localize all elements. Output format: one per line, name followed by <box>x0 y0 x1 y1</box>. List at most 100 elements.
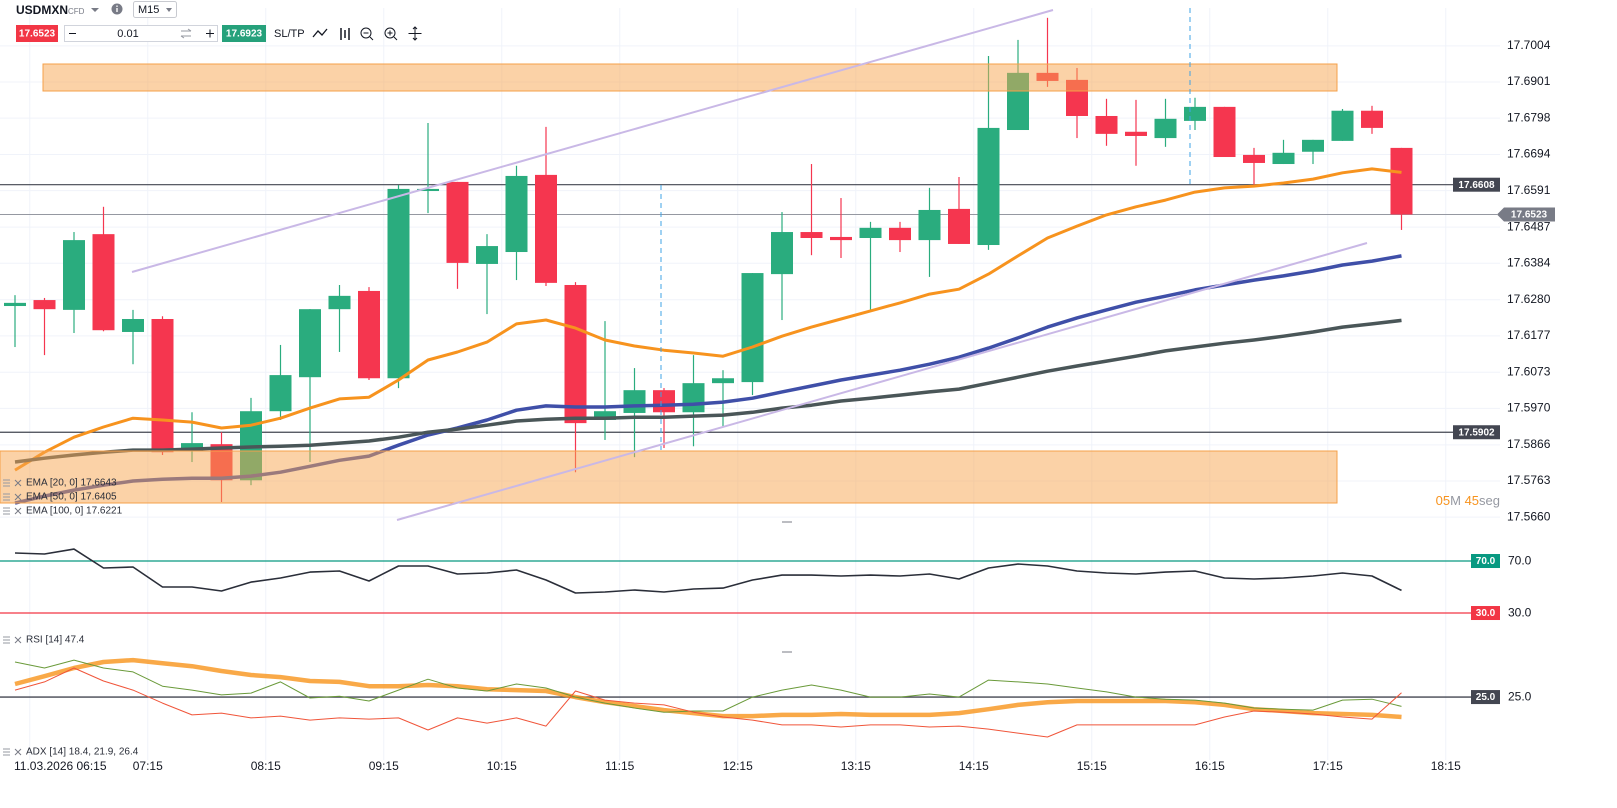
legend-entry: ADX [14] 18.4, 21.9, 26.4 <box>26 747 139 758</box>
trend-line[interactable] <box>396 242 1368 521</box>
candle-body <box>1154 118 1177 139</box>
y-tick-label: 17.5660 <box>1507 509 1551 523</box>
timeframe: M15 <box>138 4 159 16</box>
indicator-line <box>14 167 1402 472</box>
info-glyph <box>116 5 118 7</box>
candle-body <box>63 240 85 310</box>
x-tick-label: 07:15 <box>133 759 163 773</box>
candle-body <box>358 290 380 379</box>
y-tick-label: 17.6901 <box>1507 74 1551 88</box>
y-tick-label: 17.6591 <box>1507 183 1551 197</box>
legend-entry: EMA [50, 0] 17.6405 <box>26 492 117 503</box>
resistance-zone[interactable] <box>42 63 1338 92</box>
swap-icon[interactable] <box>180 28 192 39</box>
price-line-label: 17.6608 <box>1458 180 1495 191</box>
candle-body <box>800 232 823 239</box>
candle-body <box>387 188 410 379</box>
sl-tp-button[interactable]: SL/TP <box>274 28 305 40</box>
pan-icon[interactable] <box>408 26 422 41</box>
zoom-out-icon[interactable] <box>360 27 372 39</box>
buy-button[interactable] <box>222 25 266 42</box>
countdown-unit: seg <box>1479 493 1500 508</box>
candle-body <box>269 375 292 412</box>
line-chart-icon[interactable] <box>312 28 328 38</box>
candle-body <box>1243 154 1265 163</box>
indicator-line <box>14 657 1402 720</box>
y-tick-label: 17.6280 <box>1507 292 1551 306</box>
y-tick-label: 17.6177 <box>1507 328 1551 342</box>
legend-icon <box>3 748 10 756</box>
countdown-seconds: 45 <box>1465 493 1479 508</box>
legend-remove <box>14 636 22 644</box>
level-axis-label: 25.0 <box>1508 690 1532 704</box>
level-axis-label: 30.0 <box>1508 606 1532 620</box>
buy-price: 17.6923 <box>226 29 263 40</box>
y-tick-label: 17.6384 <box>1507 255 1551 269</box>
candle-body <box>1213 106 1236 158</box>
candle-body <box>948 208 970 244</box>
candle-body <box>682 383 705 413</box>
x-tick-label: 08:15 <box>251 759 281 773</box>
candle-body <box>151 318 174 453</box>
labels: 05M 45seg 11.03.2026 06:15 07:15 08:15 09:1… <box>3 177 1555 773</box>
candle-body <box>1272 152 1295 165</box>
x-tick-label: 18:15 <box>1431 759 1461 773</box>
candle-body <box>1125 131 1147 136</box>
candle-body <box>1095 115 1118 134</box>
candle-body <box>535 174 557 283</box>
candle-body <box>594 411 616 420</box>
level-box-label: 30.0 <box>1476 608 1496 619</box>
price-line-label: 17.5902 <box>1458 427 1495 438</box>
candle-body <box>889 227 911 241</box>
candle-body <box>977 127 1000 246</box>
legend-icon <box>3 493 10 501</box>
zoom-in-icon[interactable] <box>384 27 396 39</box>
trend-line[interactable] <box>131 9 1054 273</box>
countdown: 05M 45seg <box>1436 493 1500 508</box>
x-tick-label: 11:15 <box>605 759 634 773</box>
x-tick-label: 15:15 <box>1077 759 1107 773</box>
lot-input[interactable] <box>64 25 218 42</box>
candle-icon[interactable] <box>340 28 350 40</box>
support-zone[interactable] <box>0 450 1338 504</box>
candle-body <box>564 284 587 424</box>
candle-body <box>299 309 321 378</box>
zoom-in-glyph <box>387 30 398 41</box>
candle-body <box>771 232 793 275</box>
timeframe-select[interactable] <box>133 1 177 18</box>
candle-body <box>92 234 115 331</box>
instrument-type: CFD <box>68 7 85 16</box>
legend-remove <box>14 493 22 501</box>
symbol-dropdown[interactable] <box>91 8 99 12</box>
drawings <box>0 8 1368 653</box>
last-price-box <box>1497 207 1555 222</box>
candle-body <box>181 443 203 452</box>
legend-icon <box>3 636 10 644</box>
candle-body <box>476 246 498 264</box>
indicator-line <box>14 318 1402 464</box>
y-tick-label: 17.5866 <box>1507 437 1551 451</box>
symbol[interactable]: USDMXN <box>16 3 68 17</box>
x-tick-label: 10:15 <box>487 759 517 773</box>
y-tick-label: 17.6798 <box>1507 110 1551 124</box>
y-tick-label: 17.6694 <box>1507 147 1551 161</box>
y-tick-label: 17.5763 <box>1507 473 1551 487</box>
countdown-unit: M <box>1450 493 1461 508</box>
candle-body <box>653 390 675 413</box>
candle-body <box>1184 106 1206 121</box>
lot-size: 0.01 <box>117 28 138 40</box>
last-price-label: 17.6523 <box>1511 210 1548 221</box>
candle-body <box>33 300 56 310</box>
level-box <box>1471 554 1500 569</box>
toolbar: USDMXN CFD M15 17.6523 0.01 17.6923 SL/T… <box>16 1 422 42</box>
candle-body <box>4 302 26 307</box>
sell-button[interactable] <box>16 25 58 42</box>
price-line-box <box>1453 177 1500 192</box>
level-box-label: 70.0 <box>1476 556 1496 567</box>
x-tick-label: 16:15 <box>1195 759 1225 773</box>
candle-body <box>712 378 734 384</box>
candle-body <box>446 181 469 263</box>
candle-body <box>859 227 882 239</box>
plus-button[interactable] <box>206 29 214 38</box>
